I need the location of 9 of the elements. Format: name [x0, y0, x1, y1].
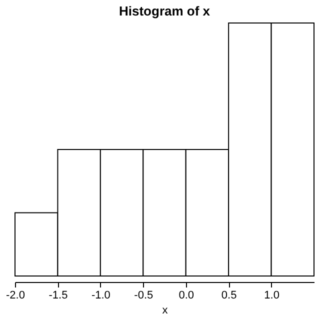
x-tick-label: 1.0 — [264, 290, 280, 302]
x-tick-label: -0.5 — [134, 290, 154, 302]
x-axis-title: x — [162, 304, 168, 316]
chart-title: Histogram of x — [118, 4, 211, 18]
x-tick-label: -1.0 — [91, 290, 110, 302]
x-tick-label: -1.5 — [48, 290, 68, 302]
x-tick-label: 0.5 — [221, 290, 237, 302]
x-tick-label: 0.0 — [178, 290, 194, 302]
x-tick-label: -2.0 — [6, 290, 25, 302]
